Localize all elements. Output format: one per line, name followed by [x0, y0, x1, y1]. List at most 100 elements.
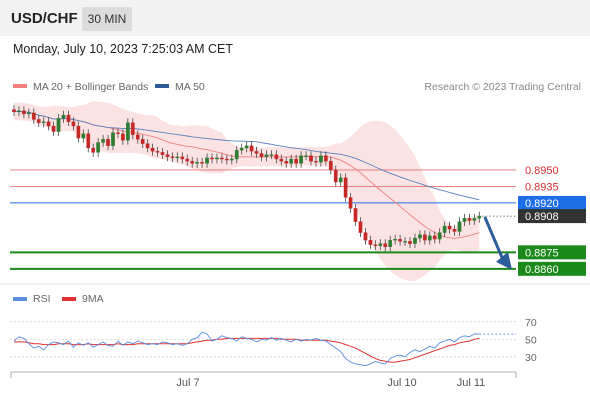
resistance-label-0: 0.8950	[525, 165, 559, 177]
candle-body	[175, 156, 180, 159]
rsi-ma-line	[14, 337, 480, 363]
candle-body	[234, 150, 239, 160]
candle-body	[299, 155, 303, 164]
price-levels	[10, 169, 516, 270]
candle-body	[422, 234, 427, 241]
candle-body	[289, 158, 294, 164]
candle-body	[284, 161, 289, 164]
pivot-label-bg	[518, 195, 586, 210]
candle-body	[279, 158, 284, 162]
support-label-bg-4	[518, 245, 586, 260]
candle-body	[121, 133, 125, 141]
candle-body	[323, 155, 328, 162]
bollinger-bands	[14, 101, 480, 282]
candle-body	[17, 110, 21, 112]
candle-body	[195, 162, 199, 164]
main-legend: MA 20 + Bollinger Bands MA 50 Research ©…	[13, 81, 581, 93]
rsi-tick-0: 70	[525, 317, 537, 329]
ma50-line	[13, 110, 480, 201]
candle-body	[190, 161, 195, 164]
x-tick-label-0: Jul 7	[176, 377, 199, 389]
ma50-legend-swatch	[155, 84, 169, 88]
candle-body	[185, 158, 190, 162]
candle-body	[91, 147, 96, 153]
copyright-text: Research © 2023 Trading Central	[424, 81, 581, 93]
support-label-bg-5	[518, 261, 586, 276]
candle-body	[274, 154, 279, 160]
candle-body	[145, 143, 150, 149]
candle-body	[111, 132, 115, 146]
candle-body	[472, 218, 477, 221]
candle-body	[378, 243, 383, 246]
candle-body	[328, 161, 333, 171]
rsi-legend: RSI 9MA	[13, 293, 104, 305]
ma20-legend-swatch	[13, 84, 27, 88]
candles	[12, 105, 482, 252]
candle-body	[304, 155, 308, 157]
candle-body	[333, 169, 338, 183]
chart-header: USD/CHF 30 MIN	[0, 0, 590, 36]
candle-body	[180, 156, 185, 160]
candle-body	[413, 237, 417, 244]
rsi-panel: 70 50 30	[10, 317, 537, 367]
candle-body	[140, 139, 145, 144]
candle-body	[353, 208, 358, 222]
candle-body	[160, 152, 165, 155]
candle-body	[130, 122, 135, 135]
candle-body	[86, 133, 91, 149]
candle-body	[22, 110, 26, 115]
candle-body	[41, 121, 46, 123]
candle-body	[239, 147, 244, 151]
candle-body	[314, 161, 318, 163]
candle-body	[388, 240, 393, 248]
candle-body	[418, 234, 422, 239]
candle-body	[101, 139, 105, 143]
candle-body	[457, 221, 462, 232]
x-axis: Jul 7 Jul 10 Jul 11	[10, 371, 517, 389]
candle-body	[437, 232, 442, 240]
rsi-ma-legend-label: 9MA	[82, 293, 104, 305]
candle-body	[220, 157, 224, 160]
candle-body	[294, 158, 299, 164]
candle-body	[31, 112, 36, 120]
candle-body	[46, 121, 51, 127]
candle-body	[81, 133, 86, 139]
forecast-arrow-shaft	[483, 216, 505, 262]
candle-body	[393, 239, 398, 241]
candle-body	[447, 225, 452, 230]
candle-body	[259, 153, 264, 157]
candle-body	[61, 114, 66, 119]
timeframe-button[interactable]: 30 MIN	[82, 7, 132, 31]
candle-body	[26, 112, 31, 115]
candle-body	[477, 215, 482, 219]
x-tick-label-2: Jul 11	[457, 377, 486, 389]
candle-body	[200, 162, 204, 164]
candle-body	[66, 114, 71, 122]
candle-body	[229, 158, 234, 161]
candle-body	[452, 229, 457, 232]
candle-body	[205, 157, 209, 164]
candle-body	[126, 122, 130, 141]
forecast-arrow-head	[496, 251, 512, 270]
candle-body	[244, 145, 249, 149]
candle-body	[398, 239, 402, 242]
pivot-label: 0.8920	[525, 198, 559, 210]
candle-body	[224, 158, 229, 161]
ma20-legend-label: MA 20 + Bollinger Bands	[33, 81, 148, 93]
candle-body	[36, 119, 41, 123]
rsi-tick-2: 30	[525, 352, 537, 364]
candle-body	[155, 151, 160, 153]
candle-body	[373, 244, 378, 246]
candle-body	[56, 118, 61, 132]
candle-body	[170, 156, 175, 159]
candle-body	[96, 142, 100, 153]
candle-body	[165, 154, 170, 157]
moving-averages	[13, 110, 480, 239]
candle-body	[254, 151, 259, 154]
candle-body	[71, 121, 76, 127]
candle-body	[249, 145, 254, 152]
rsi-line	[13, 331, 480, 367]
rsi-legend-label: RSI	[33, 293, 51, 305]
rsi-tick-1: 50	[525, 334, 537, 346]
